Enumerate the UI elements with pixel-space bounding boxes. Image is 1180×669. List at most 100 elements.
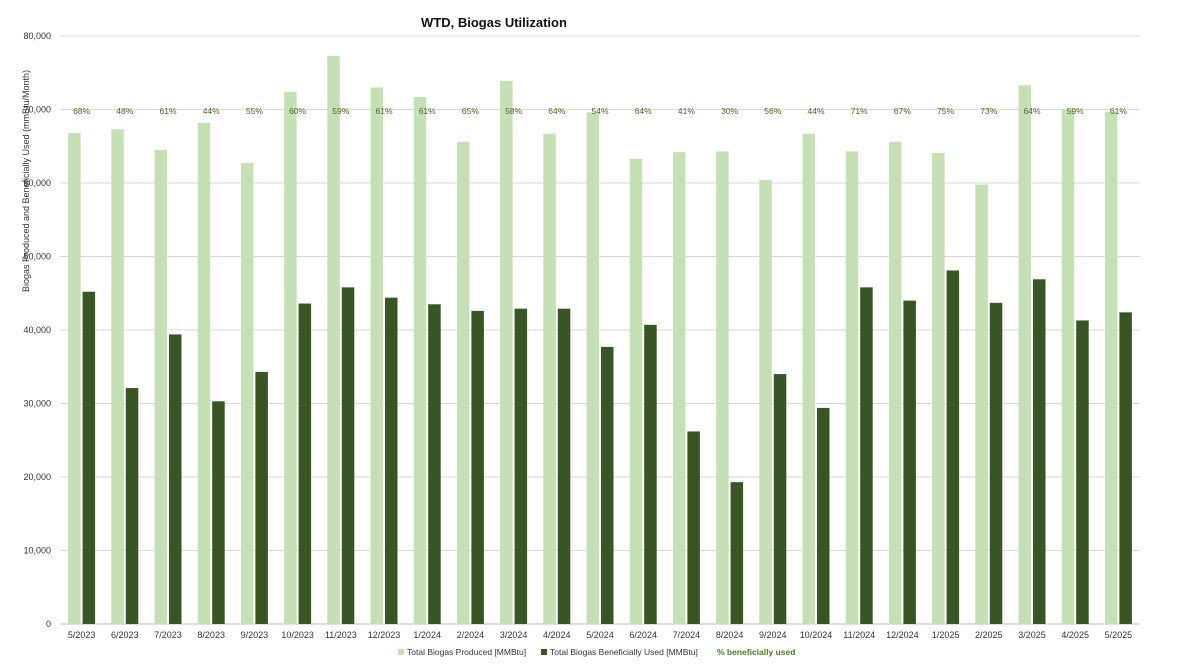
percent-label: 75% <box>937 106 954 116</box>
percent-label: 59% <box>1067 106 1084 116</box>
x-tick-label: 7/2024 <box>673 630 701 640</box>
bar-beneficially-used <box>860 287 873 624</box>
bar-total-produced <box>327 55 340 625</box>
percent-label: 59% <box>332 106 349 116</box>
bar-total-produced <box>975 184 988 624</box>
bar-beneficially-used <box>169 334 182 624</box>
percent-label: 55% <box>246 106 263 116</box>
x-tick-label: 10/2023 <box>281 630 314 640</box>
x-tick-label: 7/2023 <box>154 630 182 640</box>
bar-total-produced <box>68 133 81 624</box>
bar-beneficially-used <box>82 291 96 624</box>
bar-total-produced <box>1018 85 1031 625</box>
percent-label: 61% <box>375 106 392 116</box>
percent-label: 64% <box>635 106 652 116</box>
x-tick-label: 6/2024 <box>629 630 657 640</box>
bar-beneficially-used <box>1119 312 1132 624</box>
bar-beneficially-used <box>557 308 571 624</box>
percent-label: 61% <box>159 106 176 116</box>
bar-total-produced <box>932 152 945 625</box>
percent-label: 56% <box>764 106 781 116</box>
x-tick-label: 2/2024 <box>457 630 485 640</box>
bar-total-produced <box>1061 109 1075 624</box>
percent-label: 58% <box>505 106 522 116</box>
bar-beneficially-used <box>212 401 225 624</box>
percent-label: 44% <box>807 106 824 116</box>
bar-beneficially-used <box>644 324 657 624</box>
legend: Total Biogas Produced [MMBtu] Total Bioga… <box>398 647 795 657</box>
percent-label: 65% <box>462 106 479 116</box>
bar-beneficially-used <box>817 407 830 624</box>
bar-total-produced <box>111 129 124 624</box>
bar-total-produced <box>1104 111 1118 624</box>
bar-total-produced <box>802 133 815 624</box>
bar-beneficially-used <box>125 388 139 624</box>
bar-beneficially-used <box>385 297 398 624</box>
x-tick-label: 1/2024 <box>413 630 441 640</box>
bar-total-produced <box>759 180 772 624</box>
bar-total-produced <box>543 133 556 624</box>
x-tick-label: 5/2023 <box>68 630 96 640</box>
percent-label: 73% <box>980 106 997 116</box>
percent-label: 64% <box>548 106 565 116</box>
x-tick-label: 11/2023 <box>325 630 357 640</box>
percent-label: 71% <box>851 106 868 116</box>
bar-beneficially-used <box>946 270 960 624</box>
percent-label: 67% <box>894 106 911 116</box>
x-tick-label: 6/2023 <box>111 630 139 640</box>
x-axis-ticks: 5/2023 6/2023 7/2023 8/2023 9/2023 10/2023 11/… <box>68 630 1132 640</box>
x-tick-label: 9/2023 <box>241 630 269 640</box>
bar-total-produced <box>154 149 167 625</box>
percent-labels: 68% 48% 61% 44% 55% 60% 59% 61% 61% 65% 58% 64% 54% 6… <box>73 106 1127 116</box>
percent-label: 64% <box>1023 106 1040 116</box>
chart-title: WTD, Biogas Utilization <box>421 15 567 30</box>
bar-beneficially-used <box>255 371 268 624</box>
bar-total-produced <box>370 87 383 624</box>
x-tick-label: 5/2024 <box>586 630 614 640</box>
x-tick-label: 3/2024 <box>500 630 528 640</box>
y-axis-ticks: 0 10,000 20,000 30,000 40,000 50,000 60,000 70,… <box>23 31 51 629</box>
x-tick-label: 2/2025 <box>975 630 1003 640</box>
bar-beneficially-used <box>687 431 700 624</box>
y-axis-label: Biogas Produced and Beneficially Used (m… <box>21 70 31 292</box>
x-tick-label: 12/2024 <box>886 630 919 640</box>
bar-beneficially-used <box>1033 279 1046 624</box>
x-tick-label: 8/2023 <box>197 630 225 640</box>
bar-beneficially-used <box>298 303 312 624</box>
bar-total-produced <box>586 112 599 624</box>
bar-total-produced <box>413 97 427 624</box>
bar-beneficially-used <box>471 310 484 624</box>
gridlines <box>60 35 1140 625</box>
legend-label-total-produced: Total Biogas Produced [MMBtu] <box>407 647 526 657</box>
percent-label: 60% <box>289 106 306 116</box>
x-tick-label: 11/2024 <box>843 630 875 640</box>
legend-label-percent: % beneficially used <box>717 647 795 657</box>
bar-total-produced <box>716 151 729 624</box>
x-tick-label: 4/2024 <box>543 630 571 640</box>
y-tick-label: 60,000 <box>23 178 51 188</box>
x-tick-label: 10/2024 <box>800 630 833 640</box>
legend-swatch-beneficially-used <box>541 649 547 655</box>
y-tick-label: 80,000 <box>23 31 51 41</box>
legend-label-beneficially-used: Total Biogas Beneficially Used [MMBtu] <box>550 647 698 657</box>
bar-total-produced <box>888 141 902 624</box>
y-tick-label: 30,000 <box>23 399 51 409</box>
y-tick-label: 40,000 <box>23 325 51 335</box>
bar-total-produced <box>456 141 470 624</box>
bar-total-produced <box>197 122 211 624</box>
bar-beneficially-used <box>903 300 916 624</box>
percent-label: 61% <box>419 106 436 116</box>
bar-total-produced <box>672 152 686 624</box>
x-tick-label: 3/2025 <box>1018 630 1046 640</box>
bar-total-produced <box>629 158 643 624</box>
y-tick-label: 50,000 <box>23 252 51 262</box>
percent-label: 61% <box>1110 106 1127 116</box>
bar-total-produced <box>845 151 859 624</box>
x-tick-label: 8/2024 <box>716 630 744 640</box>
bars <box>68 55 1132 625</box>
bar-total-produced <box>240 163 254 624</box>
x-tick-label: 5/2025 <box>1105 630 1133 640</box>
y-tick-label: 0 <box>46 619 51 629</box>
